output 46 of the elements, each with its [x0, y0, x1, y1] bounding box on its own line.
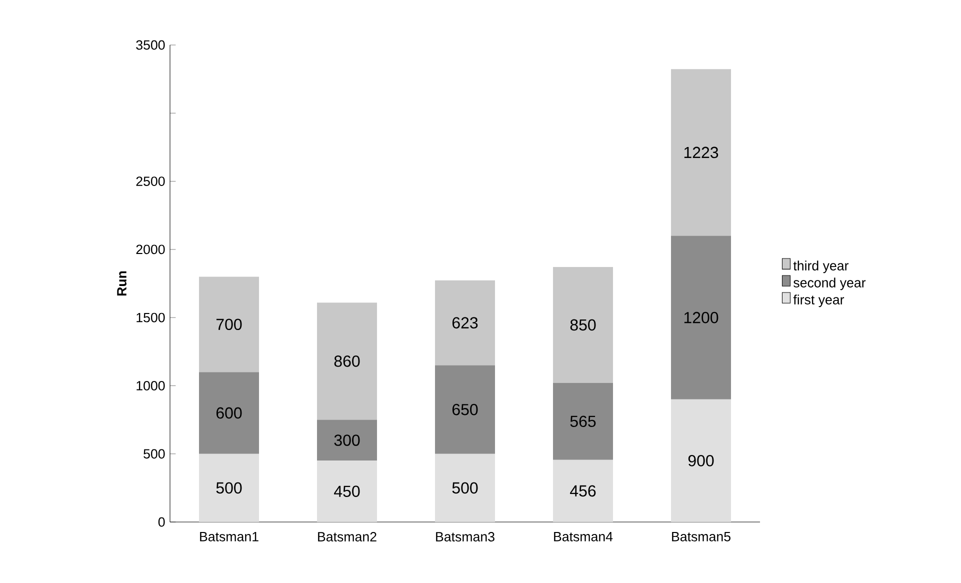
- bar: [317, 302, 377, 420]
- y-tick-label: 1000: [136, 381, 165, 390]
- legend-label: third year: [793, 260, 849, 274]
- data-label: 500: [216, 482, 242, 494]
- bar: [199, 454, 260, 522]
- y-tick-label: 2000: [136, 244, 165, 254]
- data-label: 860: [334, 356, 360, 367]
- bar: [199, 372, 260, 454]
- bar: [435, 454, 496, 522]
- y-tick-label: 3500: [136, 40, 165, 50]
- legend-label: first year: [793, 294, 844, 308]
- data-label: 600: [216, 407, 242, 419]
- data-label: 650: [452, 404, 478, 416]
- data-label: 623: [452, 317, 478, 328]
- bar: [671, 69, 732, 236]
- bar: [199, 276, 260, 372]
- bar: [671, 399, 732, 522]
- data-label: 300: [334, 434, 360, 446]
- bar: [553, 460, 613, 522]
- x-tick-label: Batsman3: [436, 532, 494, 542]
- data-label: 850: [570, 319, 596, 331]
- bar: [317, 420, 377, 461]
- x-tick-label: Batsman5: [672, 532, 730, 542]
- y-tick-label: 500: [144, 449, 165, 459]
- y-tick-label: 1500: [136, 312, 165, 322]
- data-label: 500: [452, 482, 478, 494]
- bar: [435, 365, 496, 454]
- bar: [435, 280, 496, 366]
- y-tick-label: 0: [158, 517, 165, 527]
- x-tick-label: Batsman1: [200, 532, 258, 542]
- legend-label: second year: [794, 278, 866, 290]
- data-label: 1200: [684, 312, 718, 324]
- x-tick-label: Batsman2: [318, 532, 376, 542]
- data-label: 700: [216, 318, 242, 330]
- bar: [553, 267, 613, 383]
- y-axis-title: Run: [117, 271, 126, 296]
- data-label: 900: [688, 455, 714, 466]
- bar: [671, 236, 732, 400]
- data-label: 456: [570, 485, 596, 497]
- x-tick-label: Batsman4: [554, 532, 613, 542]
- y-tick-label: 2500: [136, 176, 165, 186]
- data-label: 450: [334, 486, 360, 497]
- bar: [553, 382, 613, 460]
- data-label: 565: [570, 416, 596, 428]
- data-label: 1223: [684, 146, 718, 158]
- bar: [317, 460, 377, 522]
